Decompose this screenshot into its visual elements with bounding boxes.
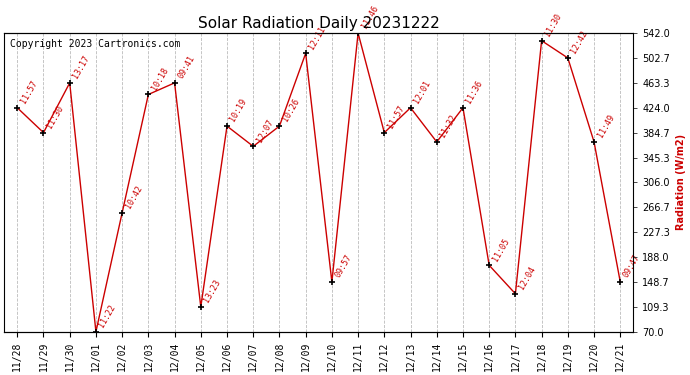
Text: 12:04: 12:04 xyxy=(517,265,537,291)
Text: 13:23: 13:23 xyxy=(202,278,222,304)
Text: 11:36: 11:36 xyxy=(464,79,484,105)
Text: 12:11: 12:11 xyxy=(307,24,327,51)
Title: Solar Radiation Daily 20231222: Solar Radiation Daily 20231222 xyxy=(198,15,440,30)
Text: 11:32: 11:32 xyxy=(438,113,458,139)
Text: 10:19: 10:19 xyxy=(228,97,248,123)
Text: 11:57: 11:57 xyxy=(386,104,406,130)
Y-axis label: Radiation (W/m2): Radiation (W/m2) xyxy=(676,134,686,231)
Text: 09:47: 09:47 xyxy=(622,253,642,279)
Text: 11:30: 11:30 xyxy=(45,104,65,130)
Text: 09:57: 09:57 xyxy=(333,253,353,279)
Text: Copyright 2023 Cartronics.com: Copyright 2023 Cartronics.com xyxy=(10,39,181,49)
Text: 10:18: 10:18 xyxy=(150,66,170,92)
Text: 13:17: 13:17 xyxy=(71,54,91,80)
Text: 09:41: 09:41 xyxy=(176,54,196,80)
Text: 11:05: 11:05 xyxy=(491,236,511,262)
Text: 12:01: 12:01 xyxy=(412,79,432,105)
Text: 12:07: 12:07 xyxy=(255,117,275,144)
Text: 10:26: 10:26 xyxy=(281,97,301,123)
Text: 11:57: 11:57 xyxy=(19,79,39,105)
Text: 11:22: 11:22 xyxy=(97,303,117,329)
Text: 11:49: 11:49 xyxy=(595,113,615,139)
Text: 10:42: 10:42 xyxy=(124,184,144,210)
Text: 12:42: 12:42 xyxy=(569,29,589,55)
Text: 11:30: 11:30 xyxy=(543,12,563,38)
Text: 11:46: 11:46 xyxy=(359,4,380,30)
